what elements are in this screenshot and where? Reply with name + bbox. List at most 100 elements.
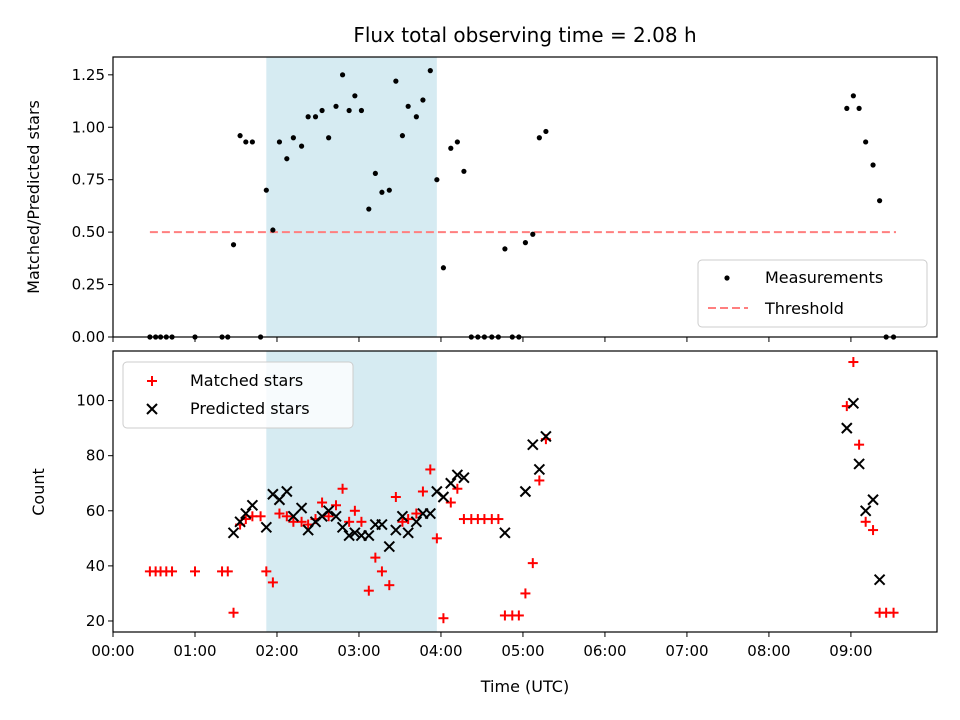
measurement-point: [305, 114, 311, 120]
y-tick-label: 60: [86, 502, 105, 520]
predicted-star-point: [458, 472, 470, 484]
measurement-point: [284, 156, 290, 162]
predicted-star-point: [424, 507, 437, 520]
legend-box: [122, 361, 354, 429]
measurement-point: [863, 139, 869, 145]
legend-label-predicted: Predicted stars: [190, 399, 310, 418]
x-tick-label: 04:00: [419, 642, 462, 660]
measurement-point: [270, 227, 276, 233]
predicted-star-point: [227, 527, 240, 539]
predicted-star-point: [533, 463, 546, 476]
matched-star-point: [452, 483, 463, 494]
matched-star-point: [261, 566, 272, 577]
matched-star-point: [527, 558, 538, 569]
matched-star-point: [860, 516, 871, 527]
measurement-point: [536, 135, 542, 141]
matched-star-point: [267, 577, 278, 588]
measurement-point: [454, 139, 460, 145]
predicted-star-point: [847, 397, 860, 410]
matched-star-point: [344, 516, 355, 527]
x-tick-label: 07:00: [665, 642, 708, 660]
y-tick-label: 0.50: [72, 223, 105, 241]
measurement-point: [413, 114, 419, 120]
measurement-point: [856, 105, 862, 111]
legend: Matched stars Predicted stars: [122, 361, 354, 429]
predicted-star-point: [853, 458, 865, 470]
measurement-point: [276, 139, 283, 145]
predicted-star-point: [499, 527, 511, 539]
matched-star-point: [513, 610, 524, 621]
y-tick-label: 1.25: [72, 66, 105, 84]
matched-star-point: [397, 516, 408, 527]
matched-star-point: [520, 588, 531, 599]
matched-star-point: [848, 357, 859, 368]
matched-star-point: [417, 486, 428, 497]
predicted-star-point: [322, 505, 335, 517]
measurement-point: [326, 135, 332, 141]
predicted-star-point: [859, 505, 872, 517]
measurement-point: [448, 145, 454, 151]
matched-star-point: [349, 505, 360, 516]
matched-star-point: [317, 497, 328, 508]
y-tick-label: 80: [86, 447, 105, 465]
predicted-star-point: [240, 507, 252, 520]
measurement-point: [243, 139, 249, 145]
matched-star-point: [363, 585, 374, 596]
predicted-star-point: [349, 527, 361, 539]
legend: Measurements Threshold: [697, 259, 928, 328]
predicted-star-point: [363, 529, 375, 542]
predicted-star-point: [390, 524, 402, 536]
measurement-point: [850, 93, 856, 99]
matched-star-point: [888, 607, 899, 618]
matched-star-point: [384, 580, 395, 591]
matched-star-point: [274, 508, 285, 519]
x-tick-label: 09:00: [829, 642, 872, 660]
measurement-point: [434, 177, 440, 183]
chart-title: Flux total observing time = 2.08 h: [353, 23, 696, 47]
predicted-star-point: [527, 438, 539, 451]
measurement-point: [522, 240, 529, 246]
measurement-point: [844, 105, 850, 111]
measurement-point: [440, 265, 447, 271]
measurement-point: [372, 170, 378, 177]
matched-star-point: [337, 483, 348, 494]
measurement-point: [427, 68, 433, 74]
axes-frame: [112, 350, 938, 633]
legend-label-measurements: Measurements: [765, 268, 883, 287]
x-tick-label: 02:00: [255, 642, 298, 660]
matched-star-point: [411, 508, 422, 519]
matched-star-point: [493, 514, 504, 525]
matched-star-point: [189, 566, 200, 577]
measurement-point: [420, 97, 426, 103]
matched-star-point: [376, 566, 387, 577]
legend-marker-measurements: [724, 275, 730, 281]
y-tick-label: 20: [86, 612, 105, 630]
predicted-star-point: [451, 469, 464, 481]
y-tick-label: 1.00: [72, 118, 105, 136]
y-tick-label: 0.75: [72, 171, 105, 189]
matched-star-point: [281, 511, 292, 522]
x-tick-label: 05:00: [501, 642, 544, 660]
predicted-star-point: [396, 510, 409, 523]
x-tick-label: 01:00: [173, 642, 216, 660]
matched-star-point: [854, 439, 865, 450]
measurement-point: [298, 143, 305, 149]
measurement-point: [312, 114, 319, 120]
predicted-star-point: [437, 491, 450, 503]
legend-label-matched: Matched stars: [190, 371, 303, 390]
predicted-star-point: [260, 521, 273, 534]
predicted-star-point: [445, 477, 457, 489]
matched-star-point: [296, 516, 307, 527]
predicted-star-point: [841, 422, 853, 434]
measurement-point: [399, 133, 406, 139]
matched-star-point: [255, 511, 266, 522]
matched-star-point: [356, 516, 367, 527]
predicted-star-point: [246, 499, 259, 511]
y-tick-label: 40: [86, 557, 105, 575]
matched-star-point: [390, 492, 401, 503]
y-tick-label: 0.00: [72, 328, 105, 346]
bottom-panel: 20 40 60 80 100 00:00 01:00 02:00 03:00 04:00 05:0…: [76, 350, 938, 660]
matched-star-point: [323, 511, 334, 522]
legend-box: [697, 259, 928, 328]
